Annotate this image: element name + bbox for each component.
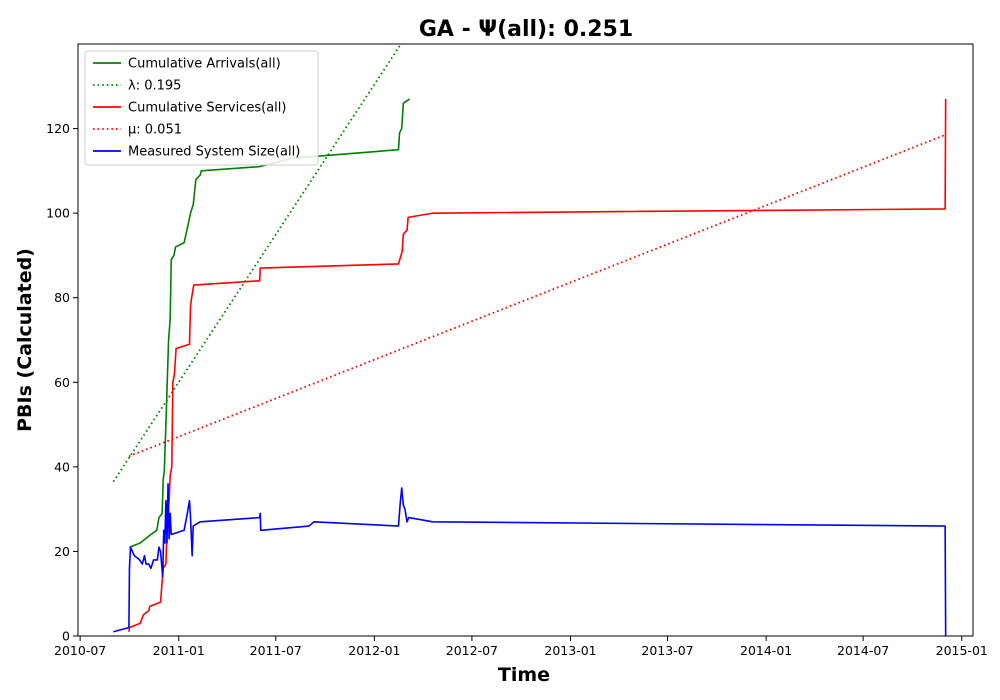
x-tick-label: 2015-01 [936,643,988,658]
series-line-2 [128,98,947,632]
y-tick-label: 60 [54,375,70,390]
y-tick-label: 0 [62,629,70,644]
y-tick-label: 20 [54,544,70,559]
series-layer [112,44,947,636]
y-axis-label: PBIs (Calculated) [14,248,36,432]
x-tick-label: 2012-01 [348,643,400,658]
x-tick-label: 2013-07 [641,643,693,658]
plot-area [77,43,974,637]
x-tick-label: 2010-07 [54,643,106,658]
x-tick-label: 2014-01 [740,643,792,658]
y-tick-label: 120 [46,121,70,136]
legend-label: Cumulative Services(all) [128,101,286,116]
legend: Cumulative Arrivals(all) λ: 0.195 Cumulati… [84,50,319,166]
legend-label: μ: 0.051 [128,123,182,138]
y-tick-label: 40 [54,459,70,474]
x-axis-label: Time [498,664,550,686]
y-axis: 0 20 40 60 80 100 120 [46,121,78,644]
x-tick-label: 2014-07 [837,643,889,658]
series-line-4 [113,482,947,636]
x-tick-label: 2011-01 [153,643,205,658]
series-line-0 [129,98,411,548]
legend-label: Cumulative Arrivals(all) [128,57,281,72]
legend-box [84,50,319,166]
plot-frame [77,43,974,637]
x-tick-label: 2011-07 [250,643,302,658]
y-tick-label: 100 [46,206,70,221]
legend-label: λ: 0.195 [128,79,181,94]
x-tick-label: 2012-07 [446,643,498,658]
chart-title: GA - Ψ(all): 0.251 [419,17,633,42]
x-tick-label: 2013-01 [544,643,596,658]
x-axis: 2010-07 2011-01 2011-07 2012-01 2012-07 2013-… [54,636,988,658]
legend-label: Measured System Size(all) [128,145,300,160]
y-tick-label: 80 [54,290,70,305]
series-line-1 [112,44,403,483]
